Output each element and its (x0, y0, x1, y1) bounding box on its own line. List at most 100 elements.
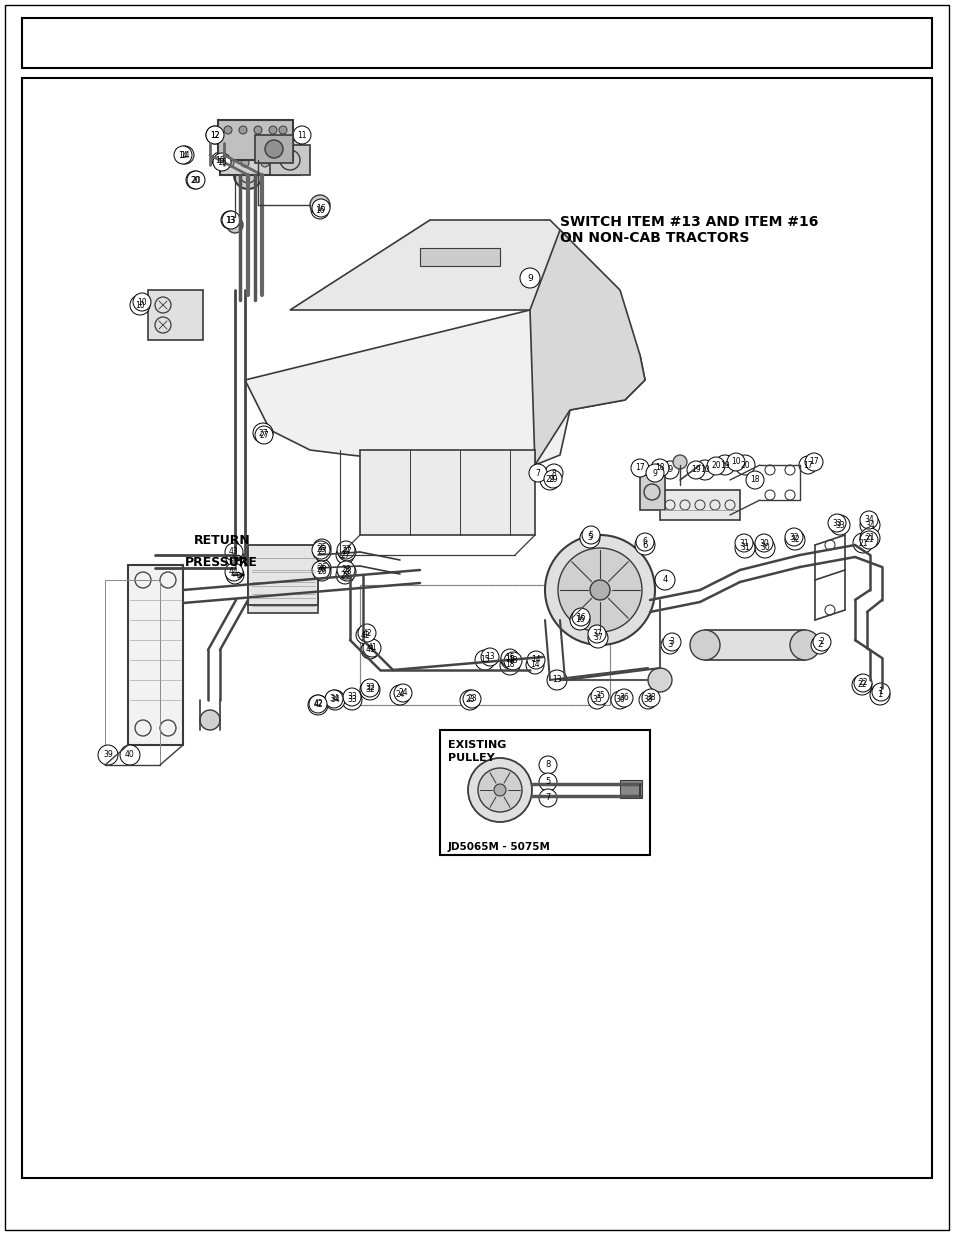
Circle shape (689, 630, 720, 659)
Circle shape (829, 515, 849, 535)
Circle shape (269, 126, 276, 135)
Circle shape (529, 464, 546, 482)
Circle shape (579, 529, 599, 548)
Text: 40: 40 (125, 751, 134, 760)
Text: 33: 33 (831, 519, 841, 527)
Text: 13: 13 (552, 676, 561, 684)
Text: 42: 42 (313, 699, 322, 709)
Text: 26: 26 (316, 568, 327, 577)
Bar (439, 730, 649, 855)
Circle shape (335, 546, 354, 564)
Bar (128, 564, 183, 745)
Circle shape (734, 538, 754, 558)
Circle shape (206, 126, 224, 144)
Circle shape (851, 676, 871, 695)
Circle shape (784, 529, 802, 546)
Circle shape (293, 126, 311, 144)
Circle shape (503, 652, 521, 671)
Text: 27: 27 (341, 546, 351, 555)
Circle shape (610, 692, 628, 709)
Circle shape (615, 689, 633, 706)
Text: 19: 19 (720, 461, 729, 469)
Circle shape (636, 534, 654, 551)
Bar (639, 475, 664, 510)
Text: 15: 15 (215, 156, 225, 164)
Text: 27: 27 (259, 431, 269, 440)
Circle shape (325, 690, 345, 710)
Bar (659, 490, 740, 520)
Circle shape (312, 561, 330, 579)
Text: 31: 31 (739, 538, 748, 547)
Bar (22, 78, 931, 1178)
Text: 14: 14 (531, 656, 540, 664)
Text: 16: 16 (576, 613, 585, 621)
Text: 43: 43 (231, 555, 239, 561)
Text: 9: 9 (652, 468, 657, 478)
Text: 16: 16 (575, 615, 584, 625)
Circle shape (726, 453, 744, 471)
Text: 23: 23 (465, 695, 475, 704)
Circle shape (206, 126, 224, 144)
Text: 17: 17 (808, 457, 818, 467)
Text: 28: 28 (341, 566, 351, 574)
Text: 31: 31 (740, 543, 749, 552)
Circle shape (871, 683, 889, 701)
Circle shape (572, 608, 589, 626)
Circle shape (343, 688, 360, 706)
Text: 42: 42 (313, 700, 322, 709)
Circle shape (462, 690, 480, 708)
Circle shape (538, 773, 557, 790)
Circle shape (587, 625, 605, 643)
Text: 11: 11 (297, 131, 307, 140)
Circle shape (662, 634, 680, 651)
Circle shape (544, 464, 562, 482)
Circle shape (253, 424, 273, 443)
Text: 18: 18 (749, 475, 759, 484)
Text: 41: 41 (365, 646, 375, 655)
Circle shape (360, 679, 378, 697)
Circle shape (261, 144, 269, 152)
Text: 34: 34 (864, 520, 874, 530)
Text: 10: 10 (730, 457, 740, 467)
Text: 22: 22 (858, 678, 867, 688)
Text: 37: 37 (593, 634, 602, 642)
Bar (704, 630, 804, 659)
Circle shape (394, 684, 412, 701)
Text: 25: 25 (315, 546, 326, 555)
Text: 5: 5 (545, 778, 550, 787)
Bar (148, 290, 203, 340)
Circle shape (311, 201, 329, 219)
Text: 21: 21 (864, 534, 874, 542)
Text: 34: 34 (329, 694, 338, 704)
Text: 13: 13 (226, 215, 235, 225)
Circle shape (175, 146, 193, 164)
Text: 1: 1 (878, 688, 882, 697)
Circle shape (357, 624, 375, 642)
Circle shape (313, 538, 331, 557)
Circle shape (538, 789, 557, 806)
Text: 28: 28 (340, 571, 350, 579)
Circle shape (526, 651, 544, 669)
Circle shape (660, 636, 679, 655)
Circle shape (641, 689, 659, 706)
Circle shape (325, 690, 343, 708)
Circle shape (784, 530, 804, 550)
Circle shape (804, 453, 822, 471)
Circle shape (639, 692, 657, 709)
Text: 12: 12 (210, 131, 219, 140)
Text: 7: 7 (545, 794, 550, 803)
Circle shape (278, 126, 287, 135)
Circle shape (672, 454, 686, 469)
Text: 12: 12 (210, 131, 219, 140)
Circle shape (254, 426, 273, 445)
Circle shape (221, 211, 239, 228)
Text: PULLEY: PULLEY (448, 753, 495, 763)
Text: 26: 26 (316, 563, 327, 573)
Circle shape (239, 126, 247, 135)
Text: 24: 24 (395, 690, 404, 699)
Circle shape (630, 459, 648, 477)
Text: 16: 16 (315, 204, 326, 212)
Text: 10: 10 (700, 466, 709, 474)
Text: 30: 30 (759, 538, 768, 547)
Circle shape (313, 563, 331, 580)
